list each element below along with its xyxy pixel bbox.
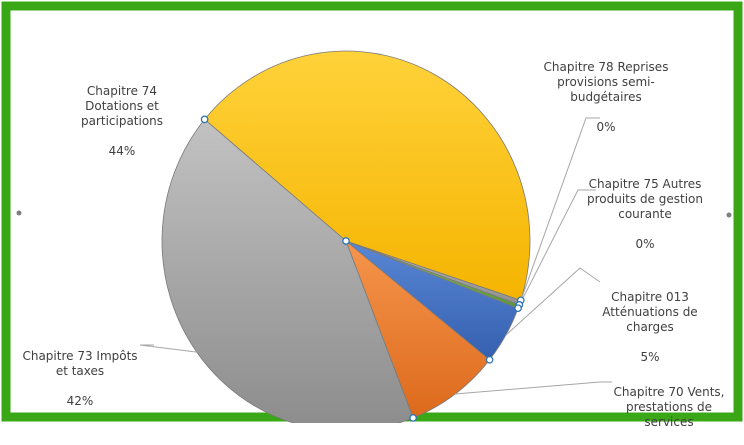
data-label-value: 0% xyxy=(635,237,655,251)
data-label-value: 5% xyxy=(640,350,660,364)
leader-line-6 xyxy=(139,344,197,353)
chart-frame: Chapitre 74 Dotations et participations … xyxy=(0,0,744,429)
data-label-category: Chapitre 73 Impôts et taxes xyxy=(22,349,138,378)
data-label-category: Chapitre 013 Atténuations de charges xyxy=(602,290,698,334)
resize-handle-left[interactable] xyxy=(16,210,22,216)
selection-handle-1[interactable] xyxy=(200,115,209,124)
resize-handle-right[interactable] xyxy=(726,212,732,218)
leader-line-2 xyxy=(519,117,600,303)
leader-line-3 xyxy=(518,189,596,307)
data-label-chapitre-73[interactable]: Chapitre 73 Impôts et taxes 42% xyxy=(14,334,146,424)
leader-line-5 xyxy=(454,381,612,395)
pie-slice-1[interactable] xyxy=(204,50,531,301)
data-label-chapitre-75[interactable]: Chapitre 75 Autres produits de gestion c… xyxy=(582,162,708,267)
data-label-category: Chapitre 70 Vents, prestations de servic… xyxy=(613,385,725,429)
data-label-category: Chapitre 75 Autres produits de gestion c… xyxy=(586,177,703,221)
data-label-chapitre-78[interactable]: Chapitre 78 Reprises provisions semi- bu… xyxy=(536,45,676,150)
data-label-value: 0% xyxy=(596,120,616,134)
data-label-category: Chapitre 74 Dotations et participations xyxy=(80,84,164,128)
leader-line-4 xyxy=(505,267,601,336)
data-label-chapitre-70[interactable]: Chapitre 70 Vents, prestations de servic… xyxy=(604,370,734,445)
leader-lines xyxy=(139,117,612,395)
selection-handle-center[interactable] xyxy=(342,237,350,245)
data-label-chapitre-013[interactable]: Chapitre 013 Atténuations de charges 5% xyxy=(592,275,708,380)
data-label-value: 42% xyxy=(66,394,94,408)
pie-chart[interactable] xyxy=(0,0,744,423)
data-label-category: Chapitre 78 Reprises provisions semi- bu… xyxy=(543,60,669,104)
selection-handles xyxy=(200,115,525,422)
pie-slices xyxy=(161,50,531,423)
data-label-chapitre-74[interactable]: Chapitre 74 Dotations et participations … xyxy=(64,69,180,174)
selection-handle-5[interactable] xyxy=(485,355,494,364)
data-label-value: 44% xyxy=(108,144,136,158)
selection-handle-6[interactable] xyxy=(409,414,417,422)
selection-handle-4[interactable] xyxy=(514,304,522,313)
